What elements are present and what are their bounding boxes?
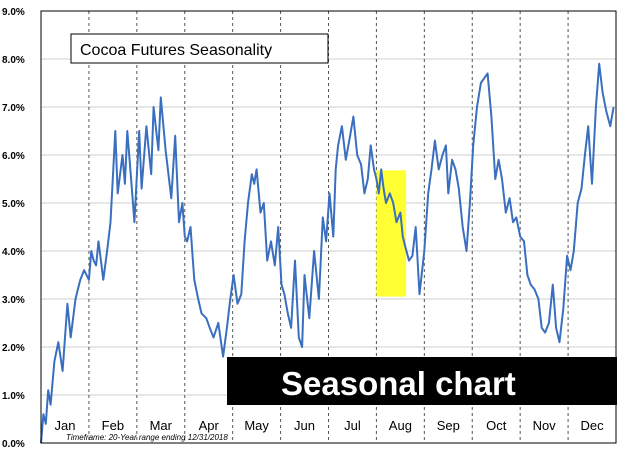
y-tick-label: 6.0% <box>2 151 25 162</box>
x-tick-label: Jan <box>54 418 75 433</box>
plot-frame <box>40 10 617 444</box>
y-tick-label: 7.0% <box>2 103 25 114</box>
series-line <box>40 62 615 444</box>
chart-title-box: Cocoa Futures Seasonality <box>70 33 329 64</box>
x-tick-label: Sep <box>437 418 460 433</box>
x-tick-label: Feb <box>102 418 124 433</box>
y-tick-label: 5.0% <box>2 199 25 210</box>
highlight-region <box>376 170 407 297</box>
seasonal-chart-label: Seasonal chart <box>281 365 516 402</box>
y-tick-label: 9.0% <box>2 7 25 18</box>
chart-title: Cocoa Futures Seasonality <box>80 42 272 59</box>
y-tick-label: 3.0% <box>2 295 25 306</box>
y-tick-label: 8.0% <box>2 55 25 66</box>
x-tick-label: Oct <box>486 418 507 433</box>
x-tick-label: Nov <box>533 418 557 433</box>
x-tick-label: Jul <box>344 418 361 433</box>
x-tick-label: Mar <box>150 418 173 433</box>
x-tick-label: Apr <box>199 418 220 433</box>
y-tick-label: 1.0% <box>2 391 25 402</box>
x-axis-month-labels: Jan Feb Mar Apr May Jun Jul Aug Sep Oct Nov Dec <box>54 418 604 433</box>
y-tick-label: 0.0% <box>2 439 25 450</box>
y-tick-label: 4.0% <box>2 247 25 258</box>
x-tick-label: Dec <box>580 418 604 433</box>
x-tick-label: May <box>244 418 269 433</box>
y-axis-ticks: 0.0% 1.0% 2.0% 3.0% 4.0% 5.0% 6.0% 7.0% 8.0% 9.0% <box>2 7 25 450</box>
seasonal-chart-banner: Seasonal chart <box>227 357 617 405</box>
x-tick-label: Jun <box>294 418 315 433</box>
timeframe-footnote: Timeframe: 20-Year range ending 12/31/20… <box>66 433 228 442</box>
x-tick-label: Aug <box>389 418 412 433</box>
y-tick-label: 2.0% <box>2 343 25 354</box>
